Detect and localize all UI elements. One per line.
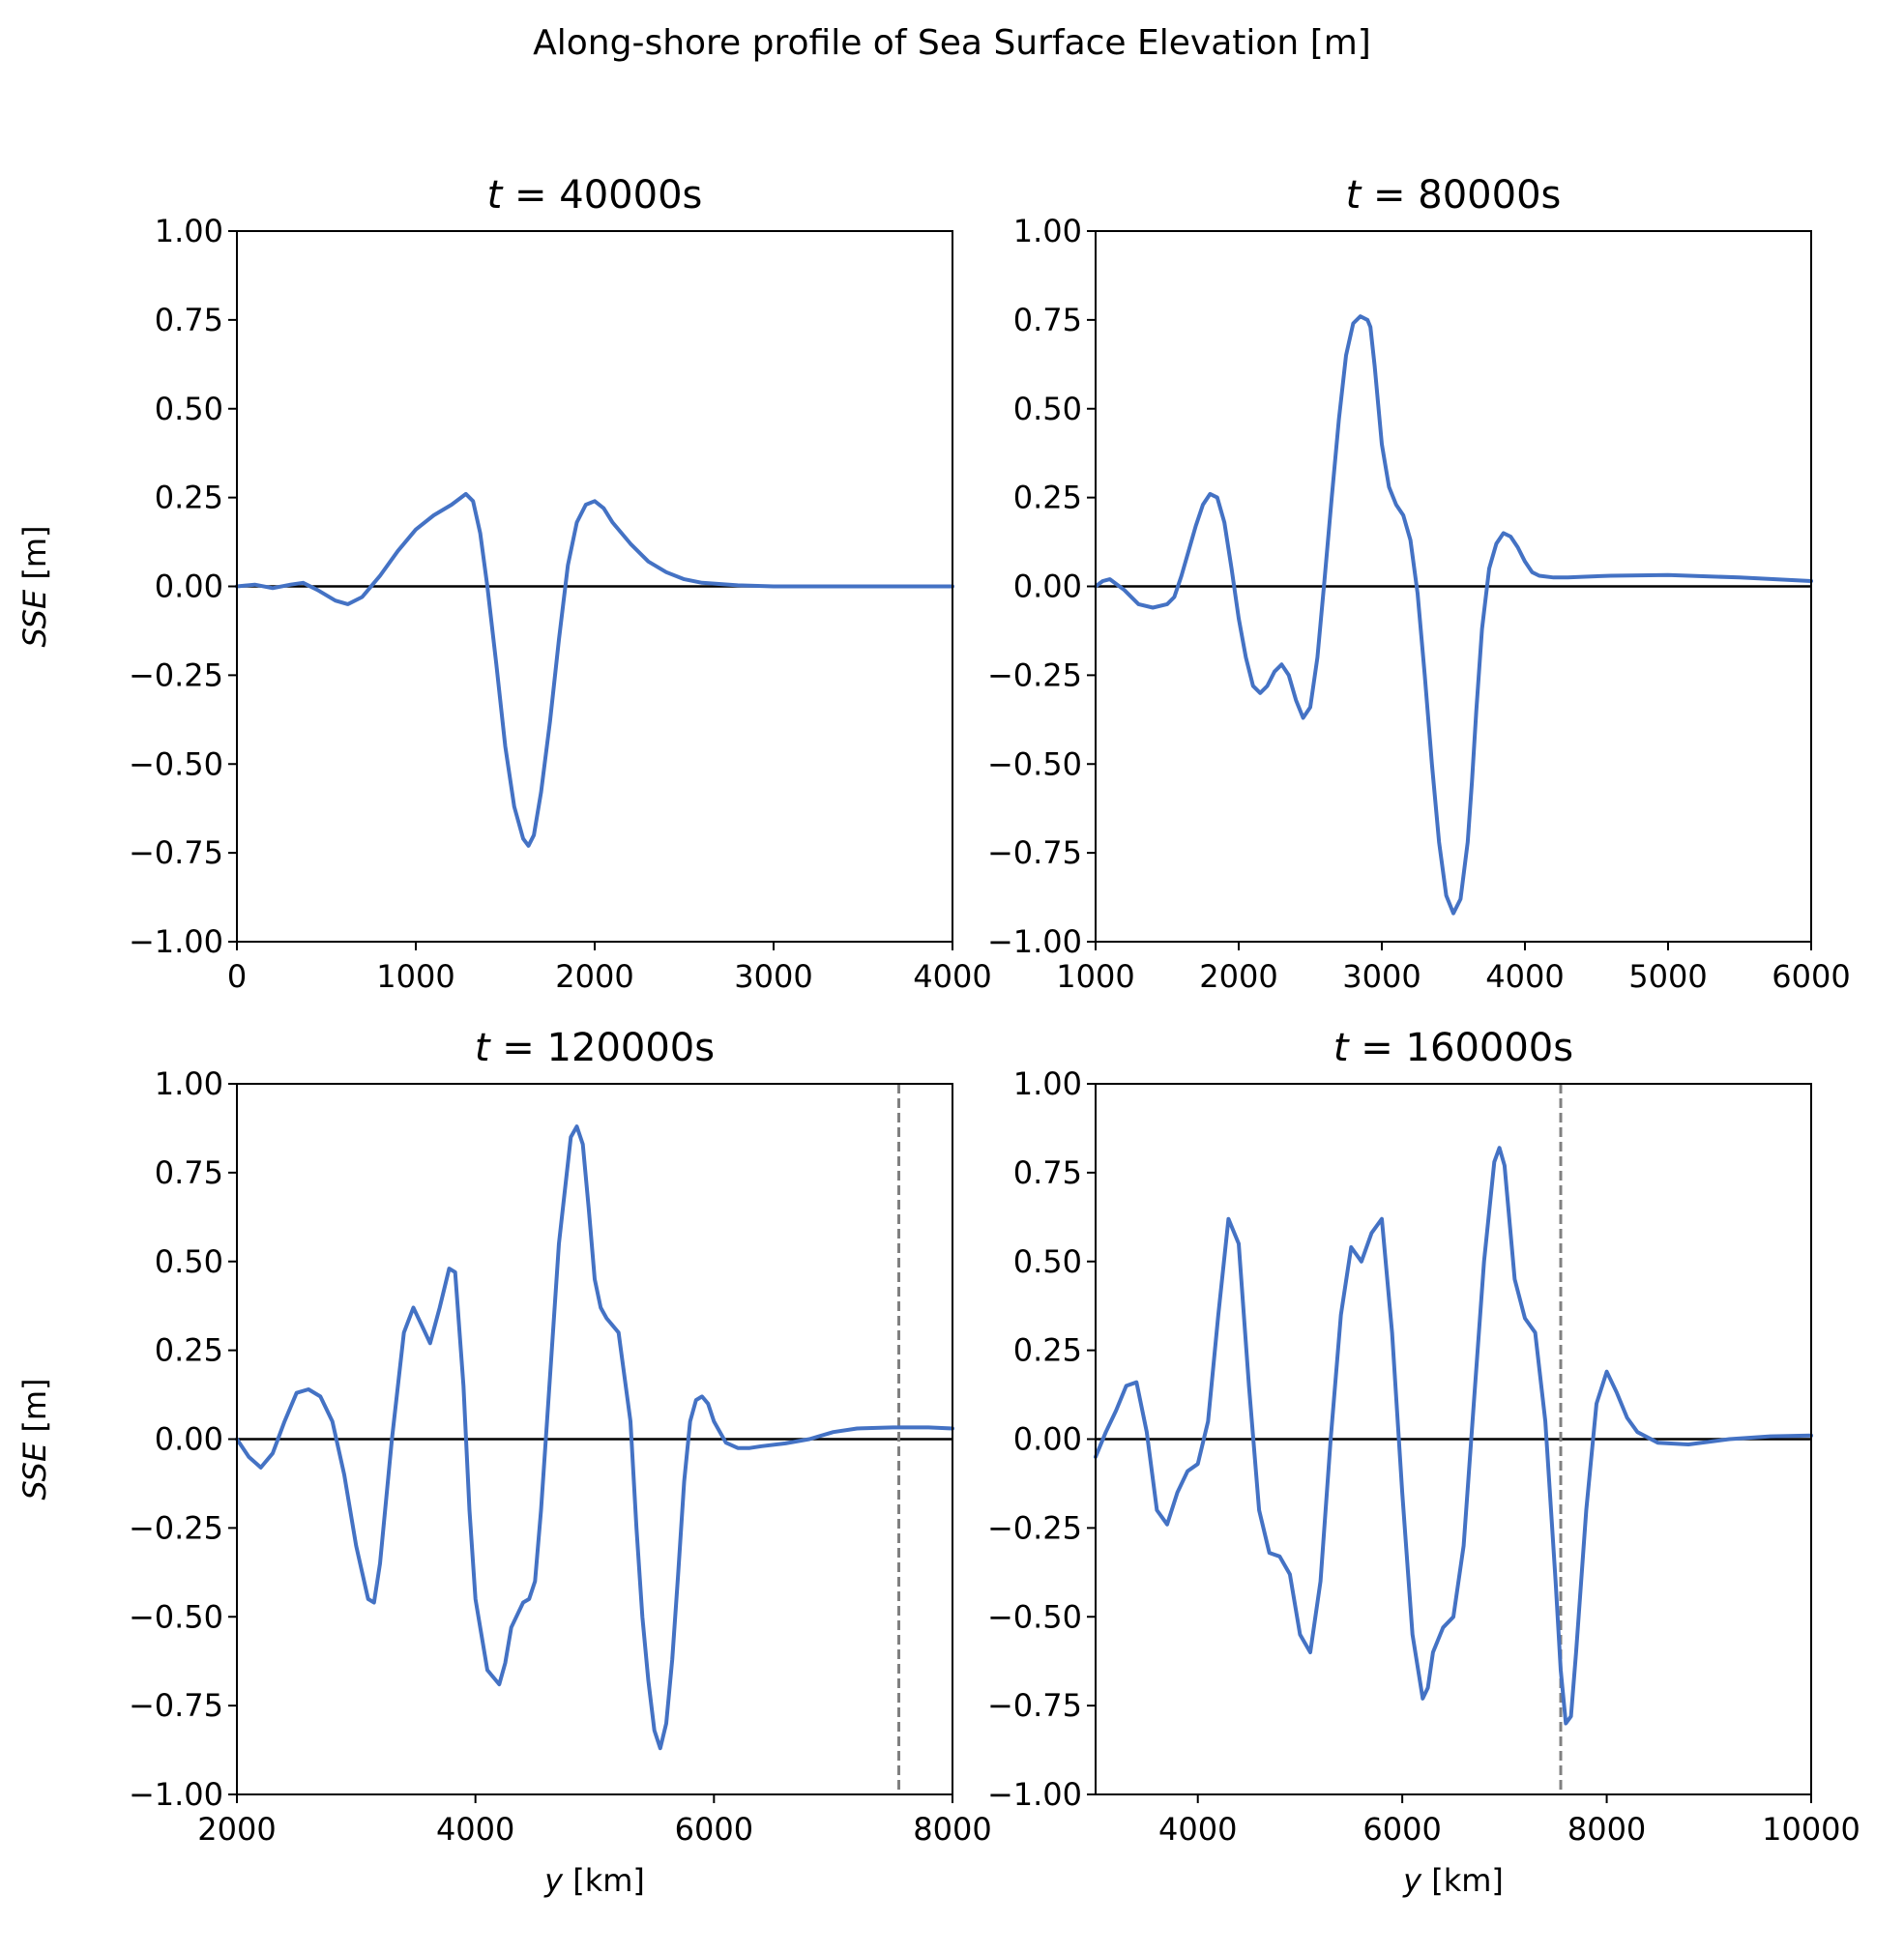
y-tick-label: −0.25: [129, 1509, 223, 1546]
y-tick-label: −0.25: [129, 656, 223, 693]
panel-title: t = 80000s: [1346, 173, 1562, 218]
sse-series-line: [1094, 1146, 1813, 1726]
x-tick-label: 4000: [913, 958, 991, 995]
x-tick-label: 6000: [1772, 958, 1850, 995]
y-tick-label: −0.50: [987, 1598, 1082, 1635]
y-tick-label: 0.75: [1013, 302, 1082, 338]
y-tick-label: −0.50: [987, 745, 1082, 782]
y-tick-label: 0.00: [155, 568, 223, 605]
y-tick-label: 0.75: [155, 302, 223, 338]
x-tick-label: 8000: [1567, 1811, 1646, 1848]
y-tick-label: −0.75: [129, 1687, 223, 1724]
x-tick-label: 4000: [436, 1811, 514, 1848]
y-axis-label: SSE [m]: [16, 525, 53, 647]
x-tick-label: 10000: [1762, 1811, 1860, 1848]
y-tick-label: 0.50: [155, 1243, 223, 1280]
panel-t-80000s: 1.00 0.75 0.50 0.25 0.00 −0.25 −0.50 −0.75 −1.00…: [987, 173, 1851, 995]
y-tick-label: −1.00: [987, 923, 1082, 960]
panel-t-160000s: 1.00 0.75 0.50 0.25 0.00 −0.25 −0.50 −0.75 −1.00…: [987, 1026, 1860, 1899]
x-axis-label: y [km]: [1402, 1862, 1504, 1899]
y-tick-label: −0.25: [987, 656, 1082, 693]
y-tick-label: 0.25: [1013, 1332, 1082, 1369]
panel-t-120000s: 1.00 0.75 0.50 0.25 0.00 −0.25 −0.50 −0.75 −1.00…: [16, 1026, 992, 1899]
x-tick-label: 3000: [1342, 958, 1421, 995]
panel-title: t = 40000s: [487, 173, 703, 218]
x-tick-label: 1000: [1056, 958, 1134, 995]
x-axis-label: y [km]: [543, 1862, 645, 1899]
y-tick-label: 0.75: [155, 1154, 223, 1191]
x-tick-label: 4000: [1485, 958, 1564, 995]
sse-series-line: [1094, 314, 1813, 916]
y-tick-label: −0.75: [987, 1687, 1082, 1724]
y-tick-label: 0.00: [1013, 568, 1082, 605]
x-tick-label: 0: [227, 958, 247, 995]
y-tick-label: 1.00: [1013, 1065, 1082, 1102]
x-tick-label: 2000: [555, 958, 633, 995]
y-tick-label: −0.25: [987, 1509, 1082, 1546]
panel-t-40000s: 1.00 0.75 0.50 0.25 0.00 −0.25 −0.50 −0.75 −1.00…: [16, 173, 992, 995]
figure-suptitle: Along-shore profile of Sea Surface Eleva…: [533, 23, 1371, 63]
x-tick-label: 1000: [376, 958, 454, 995]
y-tick-label: −0.50: [129, 1598, 223, 1635]
y-tick-label: 0.25: [155, 1332, 223, 1369]
y-tick-label: 0.75: [1013, 1154, 1082, 1191]
panel-title: t = 160000s: [1333, 1026, 1573, 1070]
y-tick-label: 1.00: [155, 1065, 223, 1102]
x-tick-label: 3000: [734, 958, 812, 995]
x-tick-label: 8000: [913, 1811, 991, 1848]
panel-title: t = 120000s: [475, 1026, 715, 1070]
sse-series-line: [235, 491, 954, 848]
sse-series-line: [235, 1124, 954, 1751]
x-tick-label: 6000: [1362, 1811, 1441, 1848]
y-tick-label: −0.75: [987, 834, 1082, 871]
y-tick-label: −1.00: [129, 923, 223, 960]
y-tick-label: 0.50: [155, 391, 223, 427]
y-tick-label: −0.75: [129, 834, 223, 871]
x-tick-label: 2000: [1199, 958, 1277, 995]
y-tick-label: 0.00: [155, 1421, 223, 1458]
x-tick-label: 5000: [1628, 958, 1707, 995]
y-tick-label: 1.00: [1013, 213, 1082, 249]
y-tick-label: 0.00: [1013, 1421, 1082, 1458]
y-tick-label: 1.00: [155, 213, 223, 249]
y-tick-label: 0.50: [1013, 1243, 1082, 1280]
y-axis-label: SSE [m]: [16, 1378, 53, 1500]
y-tick-label: 0.25: [1013, 480, 1082, 516]
y-tick-label: −1.00: [987, 1776, 1082, 1813]
x-tick-label: 2000: [197, 1811, 276, 1848]
x-tick-label: 4000: [1158, 1811, 1237, 1848]
y-tick-label: −0.50: [129, 745, 223, 782]
y-tick-label: 0.25: [155, 480, 223, 516]
y-tick-label: 0.50: [1013, 391, 1082, 427]
y-tick-label: −1.00: [129, 1776, 223, 1813]
x-tick-label: 6000: [675, 1811, 753, 1848]
